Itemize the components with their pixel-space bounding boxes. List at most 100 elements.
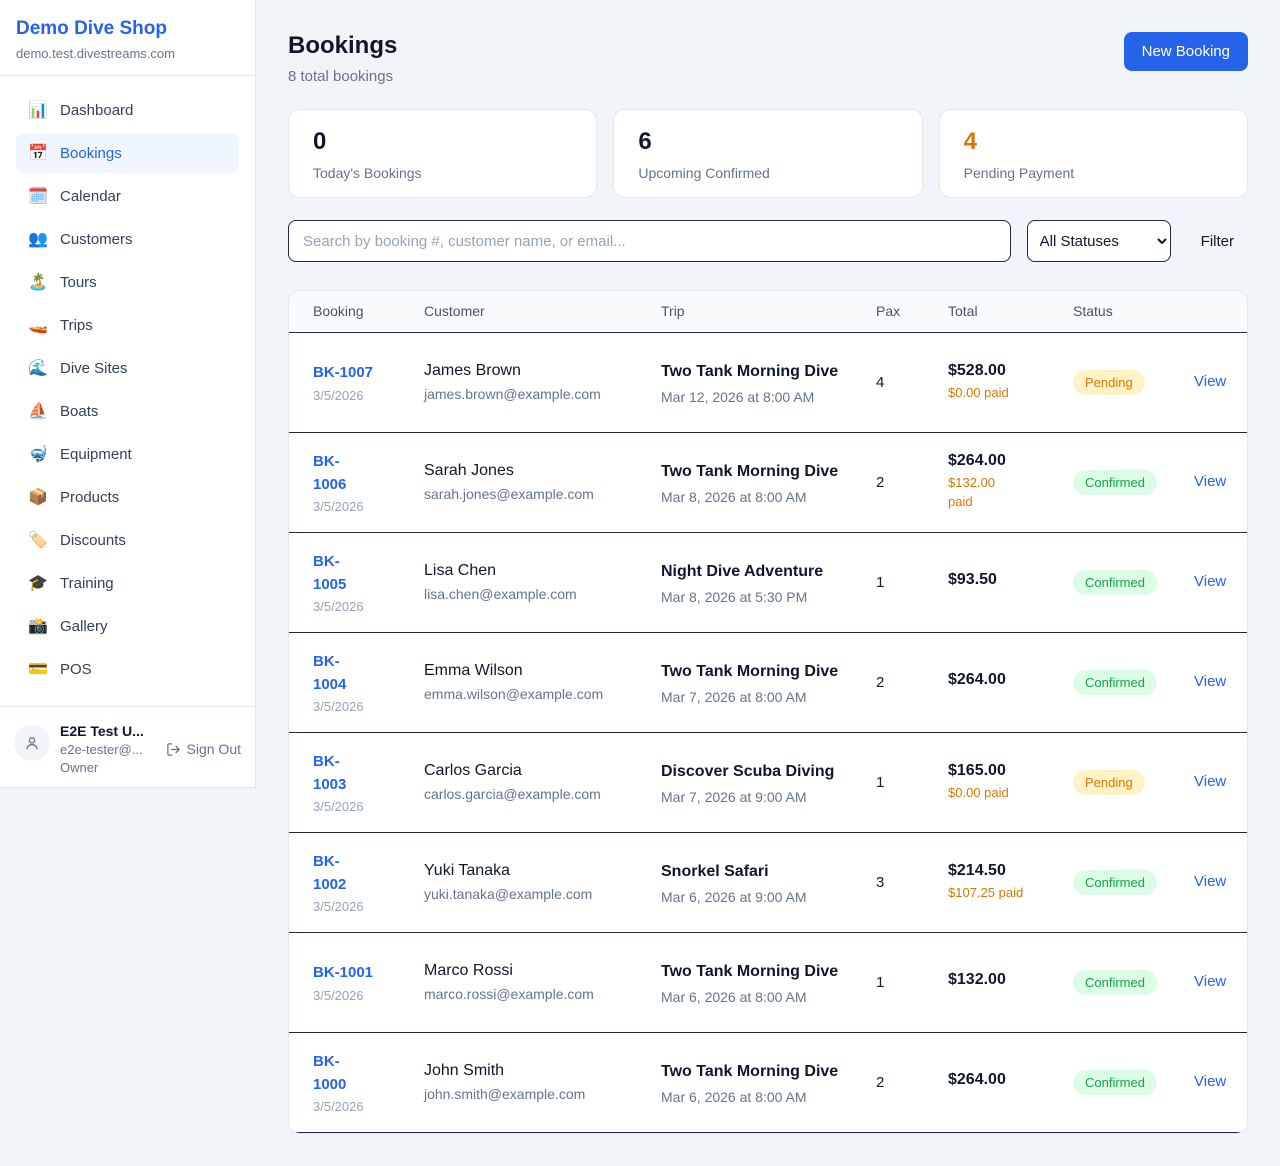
- pax-count: 1: [864, 932, 936, 1033]
- stats-row: 0 Today's Bookings 6 Upcoming Confirmed …: [288, 109, 1248, 198]
- status-filter-select[interactable]: All Statuses: [1026, 220, 1171, 262]
- filter-button[interactable]: Filter: [1187, 233, 1248, 250]
- page-header: Bookings 8 total bookings New Booking: [288, 32, 1248, 85]
- view-booking-link[interactable]: View: [1194, 573, 1227, 590]
- stat-card-upcoming-confirmed: 6 Upcoming Confirmed: [613, 109, 923, 198]
- booking-number-link[interactable]: BK- 1003: [313, 752, 347, 793]
- trip-datetime: Mar 8, 2026 at 5:30 PM: [661, 588, 808, 605]
- sidebar-item-tours[interactable]: 🏝️ Tours: [16, 262, 239, 302]
- paid-amount: $107.25 paid: [948, 884, 1024, 900]
- stat-label: Upcoming Confirmed: [638, 165, 770, 181]
- customer-email: yuki.tanaka@example.com: [424, 886, 593, 902]
- nav-item-icon: 🗓️: [28, 188, 48, 205]
- bookings-table: Booking Customer Trip Pax Total Status B…: [289, 291, 1247, 1133]
- stat-value: 0: [313, 128, 327, 155]
- status-badge: Pending: [1073, 369, 1145, 395]
- sidebar-item-pos[interactable]: 💳 POS: [16, 649, 239, 689]
- total-amount: $264.00: [948, 452, 1006, 470]
- booking-row-bk-1001: BK-1001 3/5/2026 Marco Rossi marco.rossi…: [289, 932, 1247, 1033]
- nav-item-label: Gallery: [60, 617, 108, 635]
- nav-item-label: Products: [60, 488, 120, 506]
- customer-name: Emma Wilson: [424, 662, 523, 679]
- sign-out-button[interactable]: Sign Out: [166, 741, 241, 757]
- view-booking-link[interactable]: View: [1194, 673, 1227, 690]
- brand-block: Demo Dive Shop demo.test.divestreams.com: [0, 0, 255, 76]
- column-header-trip: Trip: [649, 291, 864, 333]
- booking-number-link[interactable]: BK- 1006: [313, 452, 347, 493]
- nav-item-icon: 🌊: [28, 360, 48, 377]
- status-badge: Confirmed: [1073, 569, 1157, 595]
- booking-number-link[interactable]: BK- 1000: [313, 1052, 347, 1093]
- stat-card-todays-bookings: 0 Today's Bookings: [288, 109, 598, 198]
- trip-name: Discover Scuba Diving: [661, 762, 835, 780]
- trip-datetime: Mar 8, 2026 at 8:00 AM: [661, 488, 807, 505]
- trip-name: Two Tank Morning Dive: [661, 362, 839, 380]
- nav-item-label: Boats: [60, 402, 99, 420]
- nav-item-label: Calendar: [60, 187, 121, 205]
- sidebar-item-dive-sites[interactable]: 🌊 Dive Sites: [16, 348, 239, 388]
- total-amount: $528.00: [948, 361, 1006, 379]
- total-amount: $214.50: [948, 861, 1006, 879]
- pax-count: 1: [864, 532, 936, 633]
- sidebar-item-discounts[interactable]: 🏷️ Discounts: [16, 520, 239, 560]
- sign-out-icon: [166, 742, 180, 756]
- shop-domain: demo.test.divestreams.com: [16, 46, 175, 61]
- nav-item-label: Customers: [60, 230, 133, 248]
- sidebar-item-gallery[interactable]: 📸 Gallery: [16, 606, 239, 646]
- total-amount: $264.00: [948, 671, 1006, 688]
- trip-name: Two Tank Morning Dive: [661, 662, 839, 680]
- stat-label: Pending Payment: [963, 165, 1075, 181]
- booking-created-date: 3/5/2026: [313, 499, 364, 515]
- total-amount: $93.50: [948, 571, 997, 588]
- search-input[interactable]: [288, 220, 1011, 262]
- column-header-total: Total: [936, 291, 1061, 333]
- sidebar-item-trips[interactable]: 🚤 Trips: [16, 305, 239, 345]
- customer-email: james.brown@example.com: [424, 386, 601, 402]
- status-badge: Confirmed: [1073, 1069, 1157, 1095]
- booking-number-link[interactable]: BK-1001: [313, 964, 374, 982]
- nav-item-label: Equipment: [60, 445, 132, 463]
- customer-email: lisa.chen@example.com: [424, 586, 577, 602]
- sidebar-item-training[interactable]: 🎓 Training: [16, 563, 239, 603]
- sidebar-item-calendar[interactable]: 🗓️ Calendar: [16, 176, 239, 216]
- booking-number-link[interactable]: BK- 1005: [313, 552, 347, 593]
- status-badge: Confirmed: [1073, 969, 1157, 995]
- booking-created-date: 3/5/2026: [313, 599, 364, 615]
- sidebar-item-boats[interactable]: ⛵ Boats: [16, 391, 239, 431]
- sidebar-item-customers[interactable]: 👥 Customers: [16, 219, 239, 259]
- trip-name: Two Tank Morning Dive: [661, 962, 839, 980]
- view-booking-link[interactable]: View: [1194, 973, 1227, 990]
- sidebar: Demo Dive Shop demo.test.divestreams.com…: [0, 0, 256, 788]
- view-booking-link[interactable]: View: [1194, 773, 1227, 790]
- user-email: e2e-tester@...: [60, 742, 143, 757]
- view-booking-link[interactable]: View: [1194, 1073, 1227, 1090]
- view-booking-link[interactable]: View: [1194, 373, 1227, 390]
- sidebar-item-equipment[interactable]: 🤿 Equipment: [16, 434, 239, 474]
- booking-number-link[interactable]: BK- 1004: [313, 652, 347, 693]
- booking-row-bk-1004: BK- 1004 3/5/2026 Emma Wilson emma.wilso…: [289, 632, 1247, 733]
- trip-datetime: Mar 7, 2026 at 9:00 AM: [661, 788, 807, 805]
- user-role: Owner: [60, 760, 99, 775]
- page-title: Bookings: [288, 32, 398, 59]
- total-amount: $132.00: [948, 971, 1006, 988]
- user-footer: E2E Test U... e2e-tester@... Owner Sign …: [0, 706, 255, 787]
- booking-number-link[interactable]: BK- 1002: [313, 852, 347, 893]
- view-booking-link[interactable]: View: [1194, 873, 1227, 890]
- shop-name: Demo Dive Shop: [16, 18, 167, 39]
- main-content: Bookings 8 total bookings New Booking 0 …: [256, 0, 1280, 1166]
- nav-item-icon: 📦: [28, 489, 48, 506]
- customer-name: Sarah Jones: [424, 462, 514, 479]
- pax-count: 2: [864, 432, 936, 533]
- customer-email: emma.wilson@example.com: [424, 686, 604, 702]
- nav-item-label: Tours: [60, 273, 97, 291]
- bookings-table-card: Booking Customer Trip Pax Total Status B…: [288, 290, 1248, 1134]
- nav-item-label: Dive Sites: [60, 359, 128, 377]
- new-booking-button[interactable]: New Booking: [1123, 32, 1248, 71]
- column-header-pax: Pax: [864, 291, 936, 333]
- sidebar-item-dashboard[interactable]: 📊 Dashboard: [16, 90, 239, 130]
- booking-number-link[interactable]: BK-1007: [313, 364, 374, 382]
- sidebar-item-bookings[interactable]: 📅 Bookings: [16, 133, 239, 173]
- customer-name: Lisa Chen: [424, 562, 497, 579]
- view-booking-link[interactable]: View: [1194, 473, 1227, 490]
- sidebar-item-products[interactable]: 📦 Products: [16, 477, 239, 517]
